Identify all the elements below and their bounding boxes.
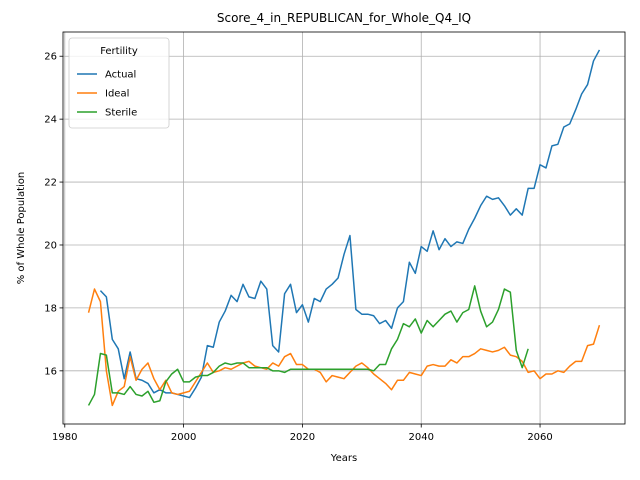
legend-label: Sterile [105, 108, 137, 119]
y-tick-label: 20 [44, 240, 57, 251]
chart-title: Score_4_in_REPUBLICAN_for_Whole_Q4_IQ [217, 11, 471, 25]
y-tick-label: 18 [44, 303, 57, 314]
x-tick-label: 2060 [527, 432, 552, 443]
x-tick-label: 2040 [409, 432, 434, 443]
data-line [87, 288, 601, 407]
y-tick-label: 22 [44, 178, 57, 189]
legend-label: Ideal [105, 89, 129, 100]
y-tick-label: 24 [44, 115, 57, 126]
data-line [99, 49, 601, 399]
legend-box [68, 37, 170, 129]
y-tick-label: 26 [44, 52, 57, 63]
x-tick-label: 2020 [290, 432, 315, 443]
x-axis-label: Years [330, 453, 357, 464]
legend-title: Fertility [100, 46, 138, 57]
y-axis-label: % of Whole Population [16, 172, 27, 285]
x-tick-label: 1980 [52, 432, 77, 443]
data-line [87, 285, 529, 406]
y-tick-label: 16 [44, 366, 57, 377]
axes-frame [62, 31, 626, 425]
legend-label: Actual [105, 70, 136, 81]
x-tick-label: 2000 [171, 432, 196, 443]
